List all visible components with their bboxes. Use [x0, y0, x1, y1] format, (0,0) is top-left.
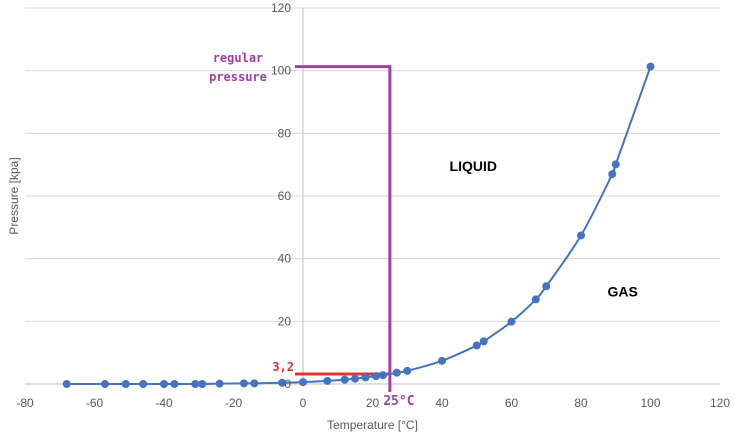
data-point [392, 368, 401, 377]
data-point [611, 160, 620, 169]
data-point [121, 380, 130, 388]
x-tick-label: 20 [366, 396, 380, 410]
data-point [198, 380, 207, 388]
data-point [479, 337, 488, 346]
data-point [351, 374, 360, 383]
y-tick-label: 40 [278, 252, 292, 266]
annotation-lines-layer [295, 65, 392, 392]
vapor-pressure-marker-label: 3,2 [272, 360, 294, 374]
data-point [215, 379, 224, 388]
data-point [62, 380, 71, 388]
data-point [160, 380, 168, 388]
y-tick-label: 20 [278, 314, 292, 328]
y-axis-title: Pressure [kpa] [7, 157, 21, 234]
x-tick-label: -40 [155, 396, 173, 410]
data-point [472, 341, 481, 350]
regular-pressure-label-line2: pressure [209, 70, 267, 84]
regular-pressure-label-line1: regular [213, 51, 264, 65]
data-point [170, 380, 179, 388]
series-layer [62, 62, 655, 388]
data-point [139, 380, 148, 388]
x-tick-label: -60 [86, 396, 104, 410]
data-point [542, 282, 551, 291]
data-point [646, 62, 655, 71]
temperature-marker-label: 25°C [383, 394, 414, 409]
data-point [378, 371, 387, 380]
data-point [100, 380, 109, 388]
x-tick-label: 80 [574, 396, 588, 410]
region-label-liquid: LIQUID [450, 158, 497, 174]
y-tick-label: 80 [278, 126, 292, 140]
data-point [361, 373, 370, 382]
data-point [323, 376, 332, 385]
x-axis-title: Temperature [°C] [327, 418, 418, 432]
y-tick-label: 100 [271, 64, 291, 78]
series-line [66, 66, 652, 386]
data-point [340, 375, 349, 384]
data-point [278, 378, 287, 387]
grid-layer [25, 7, 720, 322]
data-point [438, 356, 446, 365]
data-point [507, 317, 516, 326]
x-tick-label: 120 [710, 396, 730, 410]
y-tick-label: 60 [278, 189, 292, 203]
x-tick-label: -20 [225, 396, 243, 410]
regular-pressure-line [295, 65, 392, 392]
data-point [239, 379, 248, 388]
x-tick-label: 60 [505, 396, 519, 410]
x-tick-label: 100 [640, 396, 660, 410]
x-tick-label: 0 [300, 396, 307, 410]
x-tick-label: -80 [16, 396, 34, 410]
y-tick-label: 120 [271, 1, 291, 15]
data-point [608, 170, 617, 179]
data-point [250, 379, 259, 388]
x-tick-label: 40 [435, 396, 449, 410]
data-point [191, 380, 200, 388]
data-point [577, 231, 585, 240]
label-layer: Temperature [°C] Pressure [kpa] LIQUID G… [7, 1, 730, 432]
data-point [531, 295, 540, 304]
data-point [371, 372, 380, 381]
region-label-gas: GAS [608, 283, 638, 299]
data-point [403, 366, 412, 375]
data-point [299, 378, 307, 387]
y-tick-label: 0 [284, 377, 291, 391]
